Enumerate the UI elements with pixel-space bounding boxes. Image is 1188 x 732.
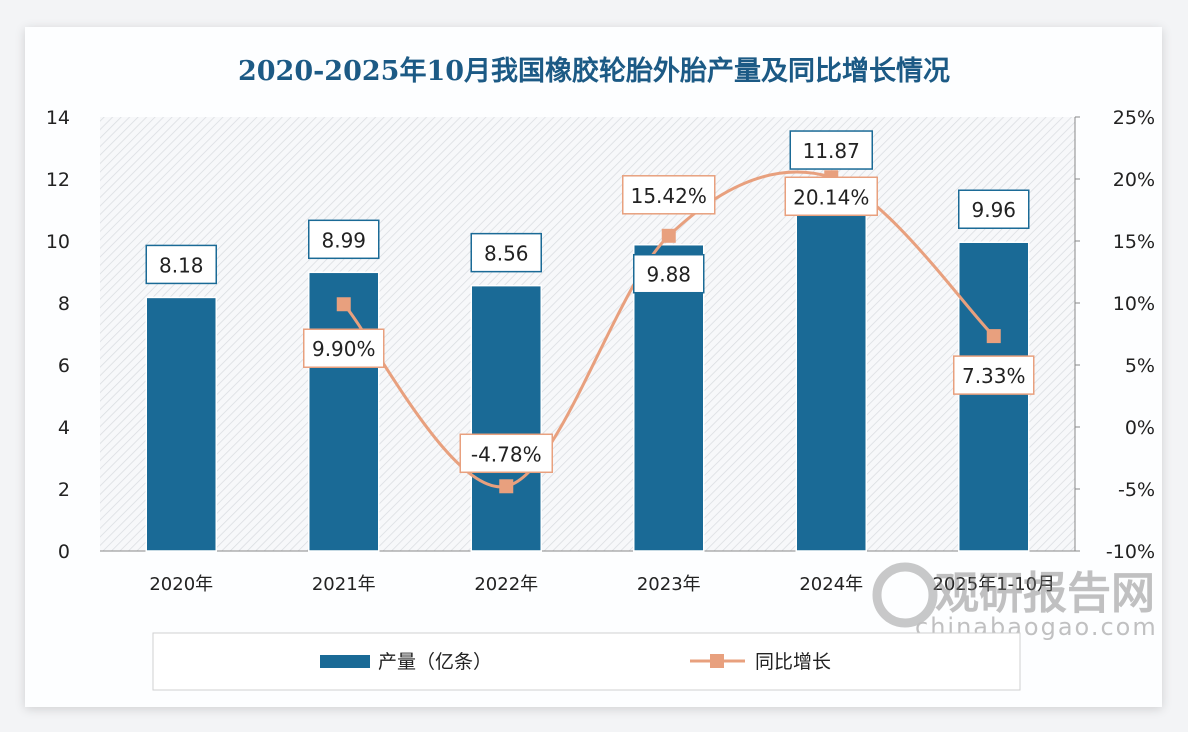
legend-bar-swatch: [320, 655, 370, 668]
bar-value-label: 11.87: [803, 139, 860, 163]
bar-value-label: 9.96: [971, 198, 1016, 222]
bar-value-box: [633, 253, 705, 294]
bar-value-label: 8.99: [321, 228, 366, 252]
left-tick-label: 10: [46, 231, 70, 253]
bar-value-label: 9.88: [646, 263, 691, 287]
right-tick-label: -10%: [1106, 541, 1155, 563]
x-tick-label: 2025年1-10月: [932, 574, 1055, 595]
growth-marker: [336, 297, 351, 312]
growth-value-box: [303, 328, 385, 368]
legend-bar-label: 产量（亿条）: [378, 651, 492, 673]
watermark: 观研报告网 chinabaogao.com: [872, 562, 1156, 641]
watermark-logo: [872, 562, 938, 628]
watermark-brand: 观研报告网: [935, 568, 1155, 619]
left-tick-label: 8: [58, 293, 70, 315]
bar: [145, 296, 217, 552]
bar: [470, 284, 542, 552]
left-tick-label: 6: [58, 355, 70, 377]
left-tick-label: 12: [46, 169, 70, 191]
legend-box: [152, 632, 1021, 691]
growth-value-label: 7.33%: [962, 364, 1026, 388]
growth-value-label: -4.78%: [471, 442, 542, 466]
right-tick-label: 15%: [1113, 231, 1155, 253]
bar-value-box: [470, 232, 542, 273]
bar-value-box: [145, 244, 217, 285]
chart-title: 2020-2025年10月我国橡胶轮胎外胎产量及同比增长情况: [238, 55, 950, 87]
bar-value-box: [308, 219, 380, 260]
x-tick-label: 2024年: [799, 574, 863, 595]
growth-marker: [661, 228, 676, 243]
bar-value-box: [789, 130, 873, 170]
bar: [633, 243, 705, 552]
right-tick-label: -5%: [1118, 479, 1155, 501]
right-tick-label: 20%: [1113, 169, 1155, 191]
growth-marker: [986, 329, 1001, 344]
x-tick-label: 2022年: [474, 574, 538, 595]
bar: [795, 182, 867, 552]
right-tick-label: 0%: [1125, 417, 1155, 439]
growth-marker: [499, 479, 514, 494]
growth-value-label: 20.14%: [793, 185, 869, 209]
legend-line-label: 同比增长: [755, 651, 831, 673]
left-tick-label: 14: [46, 107, 70, 129]
legend-line-marker: [710, 654, 724, 668]
left-tick-label: 4: [58, 417, 70, 439]
growth-value-box: [784, 176, 878, 217]
growth-value-box: [459, 433, 553, 474]
bar-value-box: [958, 189, 1030, 229]
plot-area: [100, 117, 1075, 551]
x-tick-label: 2021年: [312, 574, 376, 595]
right-tick-label: 25%: [1113, 107, 1155, 129]
right-tick-label: 10%: [1113, 293, 1155, 315]
bar-value-label: 8.56: [484, 242, 529, 266]
growth-value-box: [622, 175, 716, 215]
bar: [308, 271, 380, 552]
right-tick-label: 5%: [1125, 355, 1155, 377]
growth-value-label: 15.42%: [631, 184, 707, 208]
left-tick-label: 2: [58, 479, 70, 501]
bar-value-label: 8.18: [159, 253, 204, 277]
x-tick-label: 2023年: [637, 574, 701, 595]
growth-value-box: [953, 355, 1035, 395]
left-tick-label: 0: [58, 541, 70, 563]
bar: [958, 241, 1030, 552]
growth-value-label: 9.90%: [312, 337, 376, 361]
x-tick-label: 2020年: [149, 574, 213, 595]
